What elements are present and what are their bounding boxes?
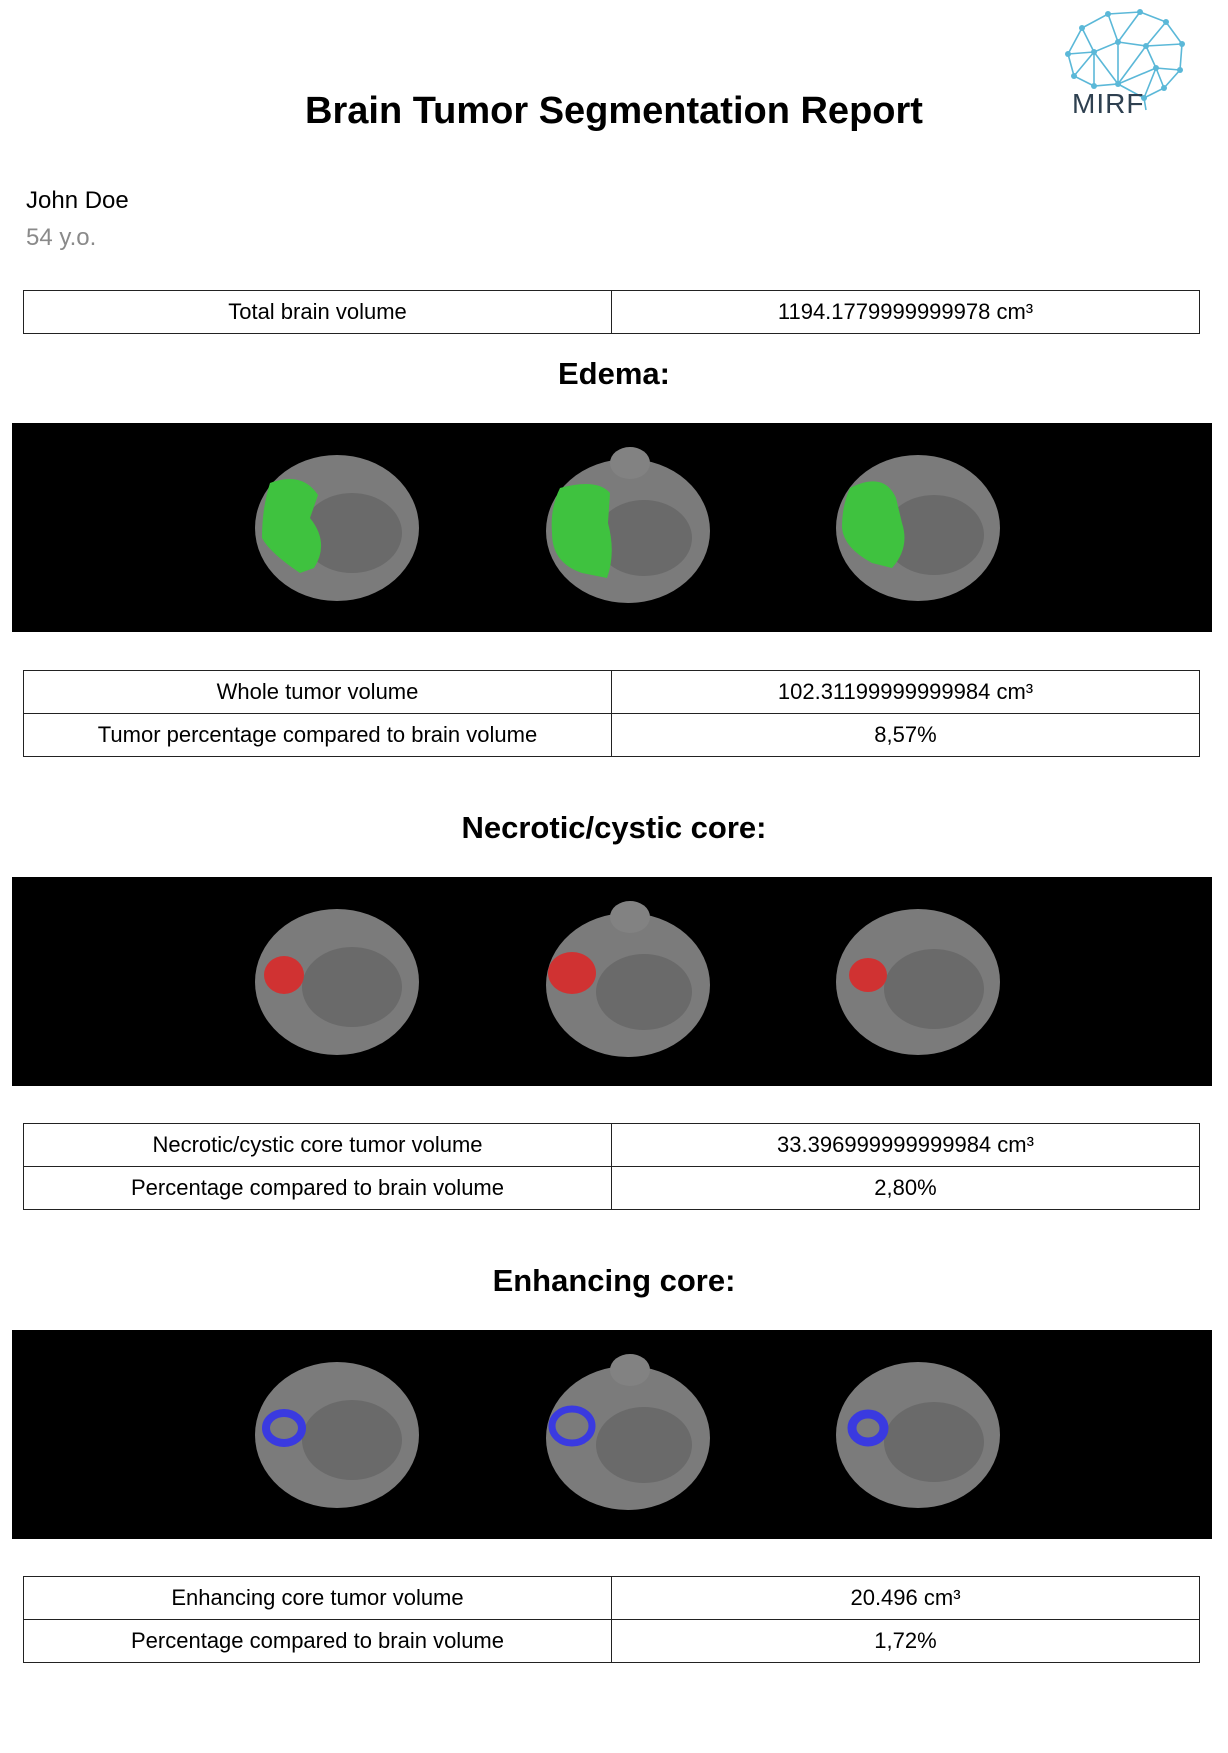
necrotic-slice-3 xyxy=(836,909,1000,1055)
table-row: Total brain volume 1194.1779999999978 cm… xyxy=(23,290,1200,334)
edema-slice-1 xyxy=(255,455,419,601)
edema-scan-strip xyxy=(12,423,1212,632)
total-brain-table: Total brain volume 1194.1779999999978 cm… xyxy=(23,290,1200,334)
total-brain-value: 1194.1779999999978 cm³ xyxy=(611,290,1200,334)
necrotic-row-1-label: Necrotic/cystic core tumor volume xyxy=(23,1123,612,1167)
table-row: Tumor percentage compared to brain volum… xyxy=(23,713,1200,757)
enhancing-scan-images xyxy=(255,1354,1000,1510)
necrotic-scan-images xyxy=(255,901,1000,1057)
patient-name: John Doe xyxy=(26,187,129,214)
mirf-logo: MIRF xyxy=(1060,6,1190,119)
enhancing-table: Enhancing core tumor volume 20.496 cm³ P… xyxy=(23,1576,1200,1663)
enhancing-row-2-label: Percentage compared to brain volume xyxy=(23,1619,612,1663)
enhancing-scan-strip xyxy=(12,1330,1212,1539)
necrotic-scan-strip xyxy=(12,877,1212,1086)
necrotic-row-1-value: 33.396999999999984 cm³ xyxy=(611,1123,1200,1167)
total-brain-label: Total brain volume xyxy=(23,290,612,334)
edema-row-1-value: 102.31199999999984 cm³ xyxy=(611,670,1200,714)
edema-heading: Edema: xyxy=(558,356,670,391)
table-row: Enhancing core tumor volume 20.496 cm³ xyxy=(23,1576,1200,1620)
table-row: Whole tumor volume 102.31199999999984 cm… xyxy=(23,670,1200,714)
necrotic-row-2-value: 2,80% xyxy=(611,1166,1200,1210)
edema-slice-2 xyxy=(546,447,710,603)
page-title: Brain Tumor Segmentation Report xyxy=(305,90,923,132)
edema-row-1-label: Whole tumor volume xyxy=(23,670,612,714)
enhancing-slice-1 xyxy=(255,1362,419,1508)
brain-network-icon xyxy=(1065,9,1185,111)
edema-slice-3 xyxy=(836,455,1000,601)
enhancing-slice-3 xyxy=(836,1362,1000,1508)
enhancing-row-2-value: 1,72% xyxy=(611,1619,1200,1663)
enhancing-heading: Enhancing core: xyxy=(492,1263,736,1298)
necrotic-row-2-label: Percentage compared to brain volume xyxy=(23,1166,612,1210)
edema-row-2-label: Tumor percentage compared to brain volum… xyxy=(23,713,612,757)
enhancing-row-1-value: 20.496 cm³ xyxy=(611,1576,1200,1620)
necrotic-table: Necrotic/cystic core tumor volume 33.396… xyxy=(23,1123,1200,1210)
enhancing-row-1-label: Enhancing core tumor volume xyxy=(23,1576,612,1620)
necrotic-slice-2 xyxy=(546,901,710,1057)
edema-table: Whole tumor volume 102.31199999999984 cm… xyxy=(23,670,1200,757)
necrotic-slice-1 xyxy=(255,909,419,1055)
necrotic-heading: Necrotic/cystic core: xyxy=(461,810,767,845)
logo-text: MIRF xyxy=(1072,88,1145,119)
edema-scan-images xyxy=(255,447,1000,603)
enhancing-slice-2 xyxy=(546,1354,710,1510)
table-row: Percentage compared to brain volume 2,80… xyxy=(23,1166,1200,1210)
table-row: Percentage compared to brain volume 1,72… xyxy=(23,1619,1200,1663)
patient-age: 54 y.o. xyxy=(26,224,97,251)
edema-row-2-value: 8,57% xyxy=(611,713,1200,757)
table-row: Necrotic/cystic core tumor volume 33.396… xyxy=(23,1123,1200,1167)
